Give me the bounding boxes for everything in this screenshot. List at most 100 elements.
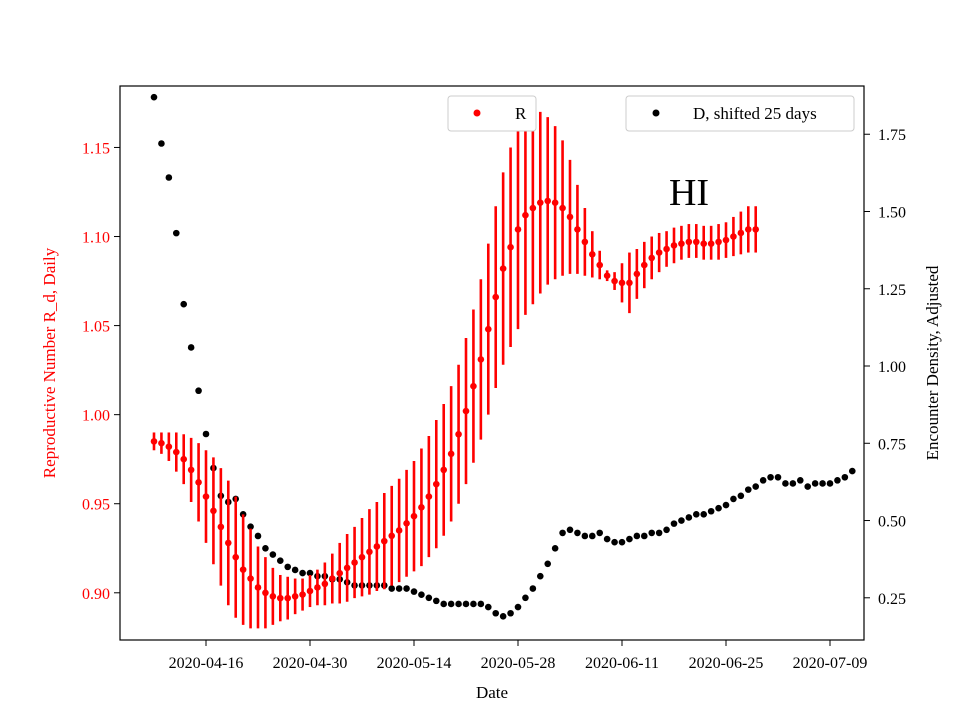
d-point bbox=[566, 526, 574, 534]
y-right-tick-label: 0.75 bbox=[878, 436, 906, 453]
y-left-tick-label: 1.10 bbox=[82, 230, 110, 247]
x-axis-label: Date bbox=[476, 683, 508, 702]
plot-frame bbox=[119, 85, 865, 641]
r-point bbox=[403, 520, 410, 527]
d-series-points bbox=[150, 93, 856, 620]
r-point bbox=[692, 238, 700, 246]
r-point bbox=[514, 226, 522, 233]
d-point bbox=[581, 532, 589, 540]
d-point bbox=[403, 585, 410, 592]
r-point bbox=[484, 325, 492, 333]
d-point bbox=[395, 585, 403, 592]
d-point bbox=[811, 480, 819, 487]
r-point bbox=[366, 548, 373, 556]
r-point bbox=[276, 594, 284, 602]
d-point bbox=[603, 535, 611, 543]
d-point bbox=[492, 609, 500, 617]
r-point bbox=[202, 493, 210, 500]
d-point bbox=[841, 473, 849, 481]
d-point bbox=[388, 585, 396, 592]
r-point bbox=[269, 593, 277, 600]
x-tick-label: 2020-04-16 bbox=[169, 655, 244, 672]
legend-d-box bbox=[625, 95, 855, 132]
d-point bbox=[759, 477, 767, 484]
y-axis-label-left: Reproductive Number R_d, Daily bbox=[40, 247, 59, 478]
r-point bbox=[395, 527, 403, 534]
r-point bbox=[343, 564, 351, 572]
r-point bbox=[165, 443, 173, 451]
legend-r-marker bbox=[473, 109, 481, 117]
y-left-tick-label: 0.90 bbox=[82, 586, 110, 603]
d-point bbox=[559, 529, 566, 537]
d-point bbox=[499, 613, 507, 620]
r-point bbox=[217, 523, 225, 531]
r-point bbox=[529, 204, 537, 212]
d-point bbox=[633, 532, 641, 540]
d-point bbox=[522, 594, 529, 602]
d-point bbox=[299, 569, 306, 577]
d-point bbox=[626, 535, 633, 543]
r-point bbox=[187, 466, 195, 474]
r-point bbox=[663, 245, 670, 253]
x-tick-label: 2020-06-11 bbox=[585, 655, 659, 672]
y-right-tick-label: 1.00 bbox=[878, 359, 906, 376]
r-point bbox=[358, 553, 366, 561]
r-point bbox=[737, 229, 745, 237]
y-right-tick-label: 1.75 bbox=[878, 127, 906, 144]
r-point bbox=[247, 575, 254, 582]
d-point bbox=[202, 430, 210, 438]
d-point bbox=[470, 600, 477, 608]
d-point bbox=[722, 501, 730, 509]
d-point bbox=[767, 473, 774, 481]
r-point bbox=[640, 261, 648, 269]
d-point bbox=[291, 566, 299, 574]
r-point bbox=[284, 594, 292, 602]
r-point bbox=[581, 238, 589, 246]
r-point bbox=[158, 439, 165, 447]
r-point bbox=[254, 584, 262, 591]
r-point bbox=[522, 211, 529, 219]
r-point bbox=[351, 559, 358, 566]
d-point bbox=[730, 495, 737, 503]
d-point bbox=[715, 504, 722, 512]
r-point bbox=[328, 575, 336, 582]
d-point bbox=[640, 532, 648, 540]
d-point bbox=[536, 572, 544, 580]
r-point bbox=[432, 480, 440, 488]
r-point bbox=[425, 493, 433, 500]
r-point bbox=[172, 448, 180, 456]
y-axis-label-right: Encounter Density, Adjusted bbox=[923, 265, 942, 460]
d-point bbox=[574, 529, 581, 537]
d-point bbox=[655, 529, 663, 537]
d-point bbox=[782, 480, 789, 487]
d-point bbox=[707, 507, 715, 515]
d-point bbox=[611, 538, 618, 546]
legend-r-label: R bbox=[515, 104, 527, 123]
legend-r: R bbox=[447, 95, 537, 132]
r-point bbox=[536, 199, 544, 206]
r-point bbox=[618, 279, 626, 287]
r-point bbox=[470, 382, 477, 390]
d-point bbox=[752, 483, 760, 490]
d-point bbox=[455, 600, 462, 608]
d-point bbox=[789, 480, 797, 487]
r-point bbox=[477, 356, 485, 363]
y-right-tick-label: 1.50 bbox=[878, 204, 906, 221]
d-point bbox=[819, 480, 826, 487]
d-point bbox=[618, 538, 626, 546]
r-point bbox=[655, 249, 663, 256]
r-point bbox=[633, 270, 641, 278]
r-point bbox=[336, 569, 344, 577]
d-point bbox=[663, 526, 670, 534]
r-point bbox=[210, 507, 217, 515]
r-point bbox=[566, 213, 574, 221]
r-point bbox=[722, 236, 730, 244]
r-point bbox=[715, 238, 722, 246]
d-point bbox=[432, 597, 440, 605]
d-point bbox=[425, 594, 433, 602]
r-point bbox=[685, 238, 693, 246]
r-point bbox=[700, 240, 708, 247]
r-point bbox=[321, 580, 329, 588]
r-point bbox=[440, 466, 448, 474]
r-point bbox=[730, 233, 737, 240]
